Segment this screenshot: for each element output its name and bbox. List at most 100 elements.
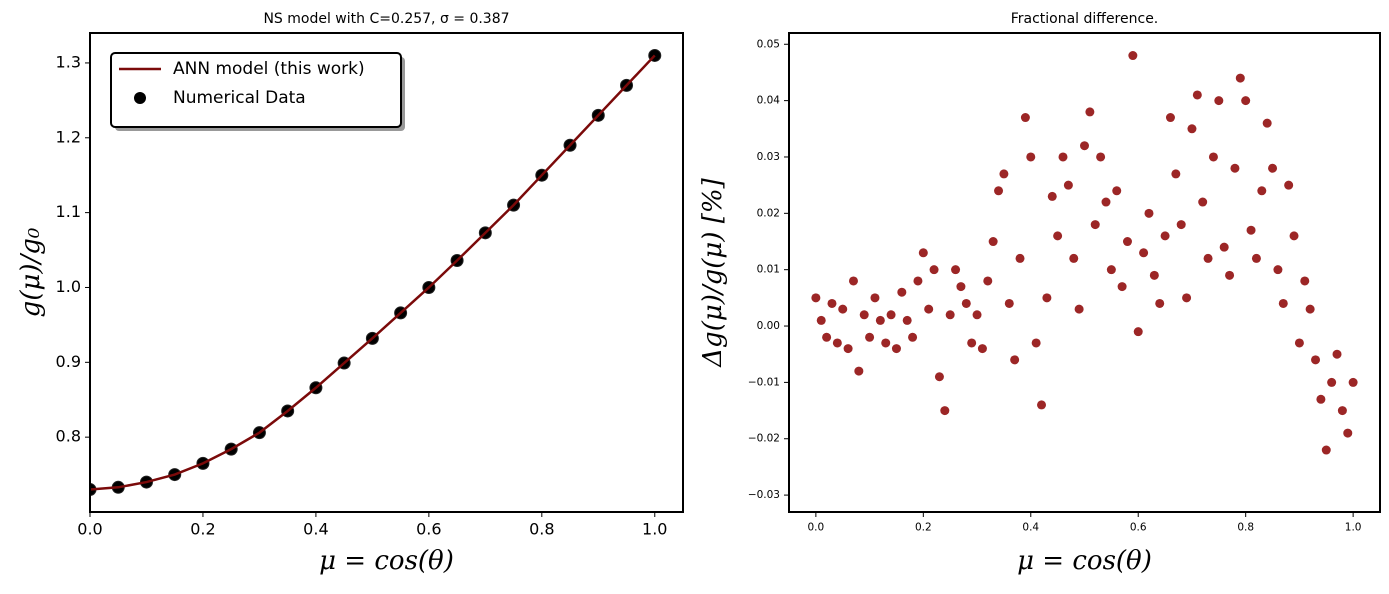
data-point xyxy=(1063,180,1073,190)
legend: ANN model (this work) Numerical Data xyxy=(110,52,405,131)
axes-frame xyxy=(788,32,1381,513)
data-point xyxy=(886,310,896,320)
data-point xyxy=(1090,220,1100,230)
data-point xyxy=(1176,220,1186,230)
data-point xyxy=(918,248,928,258)
legend-label: ANN model (this work) xyxy=(173,59,365,79)
data-point xyxy=(1343,428,1353,438)
x-tick-label: 1.0 xyxy=(1345,521,1362,533)
x-tick-label: 0.0 xyxy=(808,521,825,533)
data-point xyxy=(913,276,923,286)
data-point xyxy=(1058,152,1068,162)
data-point xyxy=(1230,163,1240,173)
y-tick-label: 0.01 xyxy=(757,264,780,276)
data-line xyxy=(90,54,656,491)
data-point xyxy=(967,338,977,348)
data-point xyxy=(827,298,837,308)
plot-area xyxy=(90,48,662,497)
data-point xyxy=(891,344,901,354)
x-tick-label: 0.0 xyxy=(77,520,102,539)
data-point xyxy=(1273,265,1283,275)
data-point xyxy=(1074,304,1084,314)
data-point xyxy=(934,372,944,382)
data-point xyxy=(843,344,853,354)
data-point xyxy=(1117,282,1127,292)
data-point xyxy=(988,237,998,247)
data-point xyxy=(945,310,955,320)
legend-swatch xyxy=(134,92,146,104)
plot-area xyxy=(811,51,1358,455)
data-point xyxy=(859,310,869,320)
x-tick-label: 0.2 xyxy=(190,520,215,539)
data-point xyxy=(951,265,961,275)
data-point xyxy=(1096,152,1106,162)
y-axis-label: g(μ)/g₀ xyxy=(16,227,46,317)
y-tick-label: 0.02 xyxy=(757,207,780,219)
data-point xyxy=(1251,253,1261,263)
data-point xyxy=(1080,141,1089,151)
data-point xyxy=(1031,338,1041,348)
x-axis-label: μ = cos(θ) xyxy=(1017,546,1152,576)
x-axis-label: μ = cos(θ) xyxy=(319,546,454,576)
x-tick-label: 0.6 xyxy=(416,520,441,539)
chart-title: Fractional difference. xyxy=(1011,11,1159,27)
data-point xyxy=(1069,253,1079,263)
data-point xyxy=(1235,73,1245,83)
data-point xyxy=(956,282,966,292)
data-point xyxy=(1004,298,1014,308)
data-point xyxy=(1300,276,1310,286)
data-point xyxy=(1187,124,1197,134)
y-tick-label: 0.03 xyxy=(757,151,780,163)
data-point xyxy=(994,186,1004,196)
x-tick-label: 0.4 xyxy=(1022,521,1039,533)
data-point xyxy=(1337,406,1347,416)
data-point xyxy=(1321,445,1331,455)
data-point xyxy=(1149,270,1159,280)
data-point xyxy=(1047,191,1057,201)
legend-label: Numerical Data xyxy=(173,88,306,108)
data-point xyxy=(977,344,987,354)
data-point xyxy=(1122,237,1132,247)
y-tick-label: −0.01 xyxy=(748,376,780,388)
data-point xyxy=(999,169,1009,179)
data-point xyxy=(875,315,885,325)
data-point xyxy=(865,332,875,342)
x-tick-label: 1.0 xyxy=(642,520,667,539)
x-tick-label: 0.6 xyxy=(1130,521,1147,533)
data-point xyxy=(854,366,864,376)
data-point xyxy=(1268,163,1278,173)
data-point xyxy=(881,338,891,348)
data-point xyxy=(897,287,907,297)
y-tick-label: −0.03 xyxy=(748,489,780,501)
data-point xyxy=(1182,293,1192,303)
data-point xyxy=(1042,293,1052,303)
data-point xyxy=(1198,197,1208,207)
data-point xyxy=(924,304,934,314)
y-tick-label: 1.1 xyxy=(56,202,81,221)
data-point xyxy=(838,304,848,314)
data-point xyxy=(1171,169,1181,179)
data-point xyxy=(1015,253,1025,263)
data-point xyxy=(1289,231,1299,241)
x-tick-label: 0.8 xyxy=(1237,521,1254,533)
data-point xyxy=(1160,231,1170,241)
data-point xyxy=(1106,265,1116,275)
data-point xyxy=(1311,355,1321,365)
data-point xyxy=(822,332,832,342)
y-tick-label: 1.2 xyxy=(56,127,81,146)
data-point xyxy=(811,293,821,303)
data-point xyxy=(1020,113,1030,123)
y-axis-label: Δg(μ)/g(μ) [%] xyxy=(698,177,728,367)
data-point xyxy=(1348,377,1358,387)
data-point xyxy=(1316,394,1326,404)
data-point xyxy=(1133,327,1143,337)
data-point xyxy=(1305,304,1315,314)
data-point xyxy=(1294,338,1304,348)
data-point xyxy=(908,332,918,342)
y-tick-label: 0.9 xyxy=(56,352,81,371)
data-point xyxy=(940,406,950,416)
data-point xyxy=(1144,208,1154,218)
axes-frame xyxy=(89,32,684,513)
